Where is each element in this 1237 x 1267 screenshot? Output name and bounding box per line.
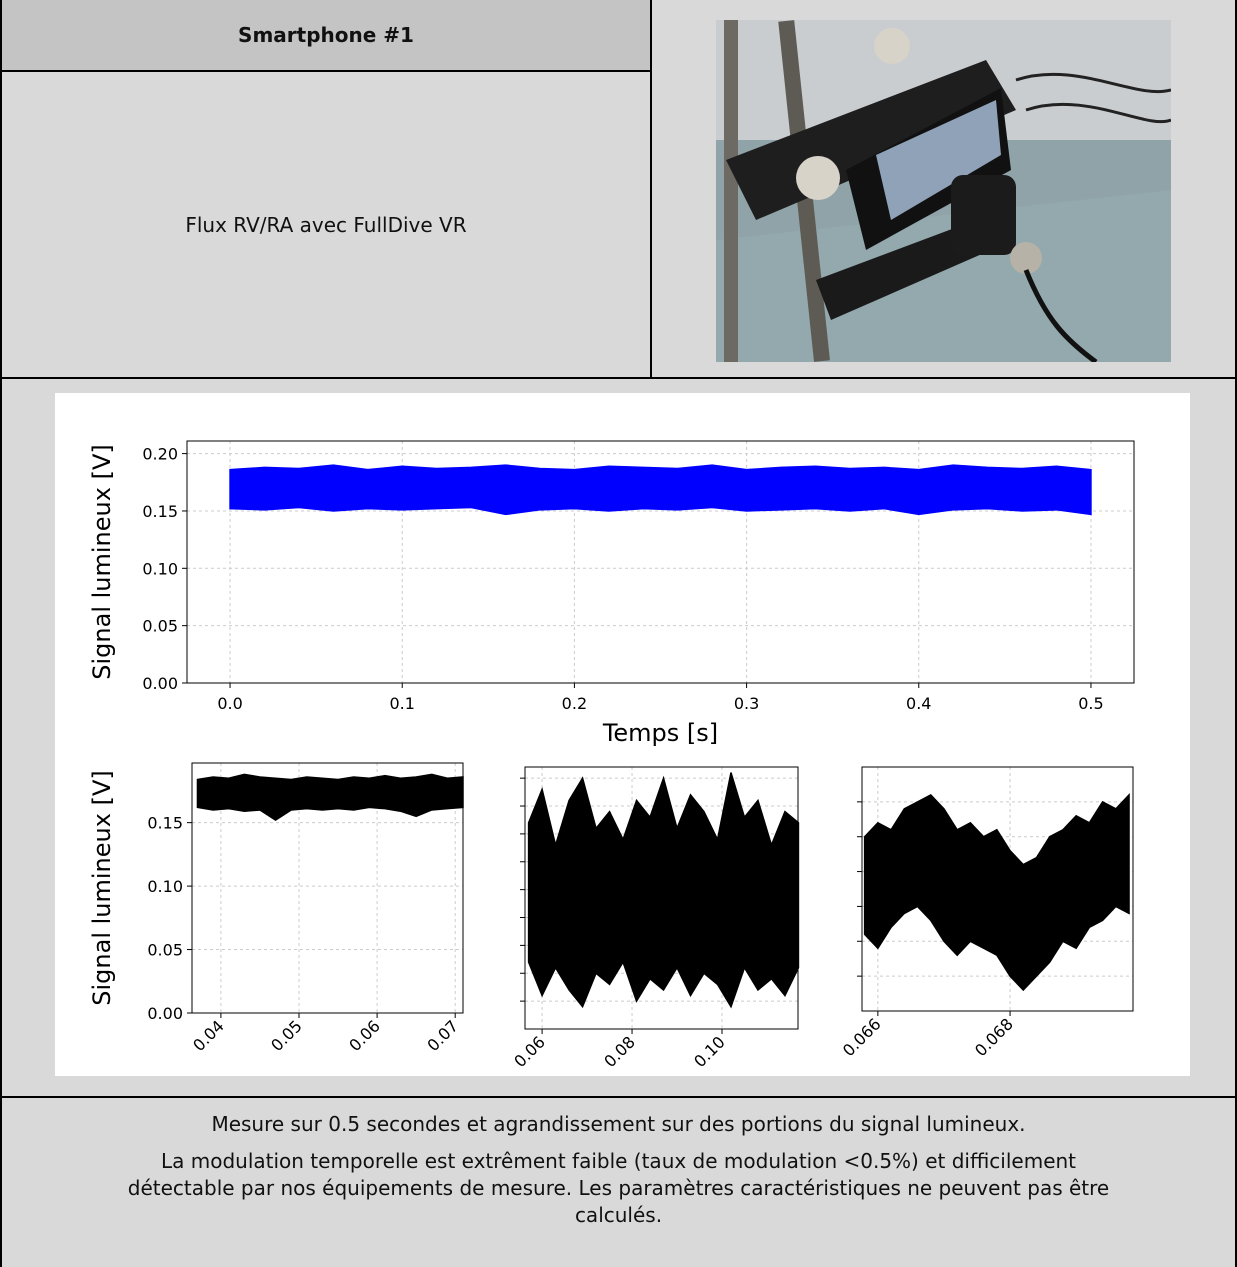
figure: 0.0 0.1 0.2 0.3 0.4 0.5 0.00 0.05 0.10 0.15 0.20 Si…: [55, 393, 1190, 1076]
caption-paragraph: La modulation temporelle est extrêment f…: [127, 1149, 1110, 1227]
y-tick-label: 0.05: [147, 941, 183, 960]
x-tick-label: 0.2: [562, 694, 587, 713]
plot-frame: [524, 766, 799, 1030]
signal-band: [863, 793, 1130, 992]
y-tick-label: 0.15: [142, 502, 178, 521]
table-border: [0, 377, 1237, 379]
plot-frame: [186, 440, 1135, 684]
y-tick-label: 0.10: [142, 559, 178, 578]
plot-frame: [861, 766, 1134, 1012]
y-axis-label: Signal lumineux [V]: [88, 444, 116, 679]
y-tick-label: 0.00: [147, 1004, 183, 1023]
table-border: [0, 0, 2, 1267]
photo: [716, 20, 1171, 362]
table-border: [1235, 0, 1237, 1267]
y-tick-label: 0.15: [147, 814, 183, 833]
x-tick-label: 0.0: [217, 694, 242, 713]
y-tick-label: 0.10: [147, 877, 183, 896]
x-tick-label: 0.3: [734, 694, 759, 713]
x-tick-label: 0.4: [906, 694, 931, 713]
plot-frame: [191, 762, 464, 1014]
x-tick-label: 0.5: [1078, 694, 1103, 713]
x-axis-label: Temps [s]: [602, 719, 718, 747]
signal-band: [527, 772, 800, 1009]
y-tick-label: 0.00: [142, 674, 178, 693]
x-tick-label: 0.1: [390, 694, 415, 713]
caption-line: Mesure sur 0.5 secondes et agrandissemen…: [211, 1112, 1026, 1136]
table-border: [0, 70, 651, 72]
caption: Mesure sur 0.5 secondes et agrandissemen…: [2, 1099, 1235, 1229]
signal-band: [229, 464, 1092, 516]
description: Flux RV/RA avec FullDive VR: [185, 213, 467, 237]
table-border: [650, 0, 652, 378]
y-axis-label: Signal lumineux [V]: [88, 770, 116, 1005]
y-tick-label: 0.20: [142, 445, 178, 464]
table-border: [0, 1096, 1237, 1098]
header-title: Smartphone #1: [2, 0, 650, 70]
y-tick-label: 0.05: [142, 617, 178, 636]
